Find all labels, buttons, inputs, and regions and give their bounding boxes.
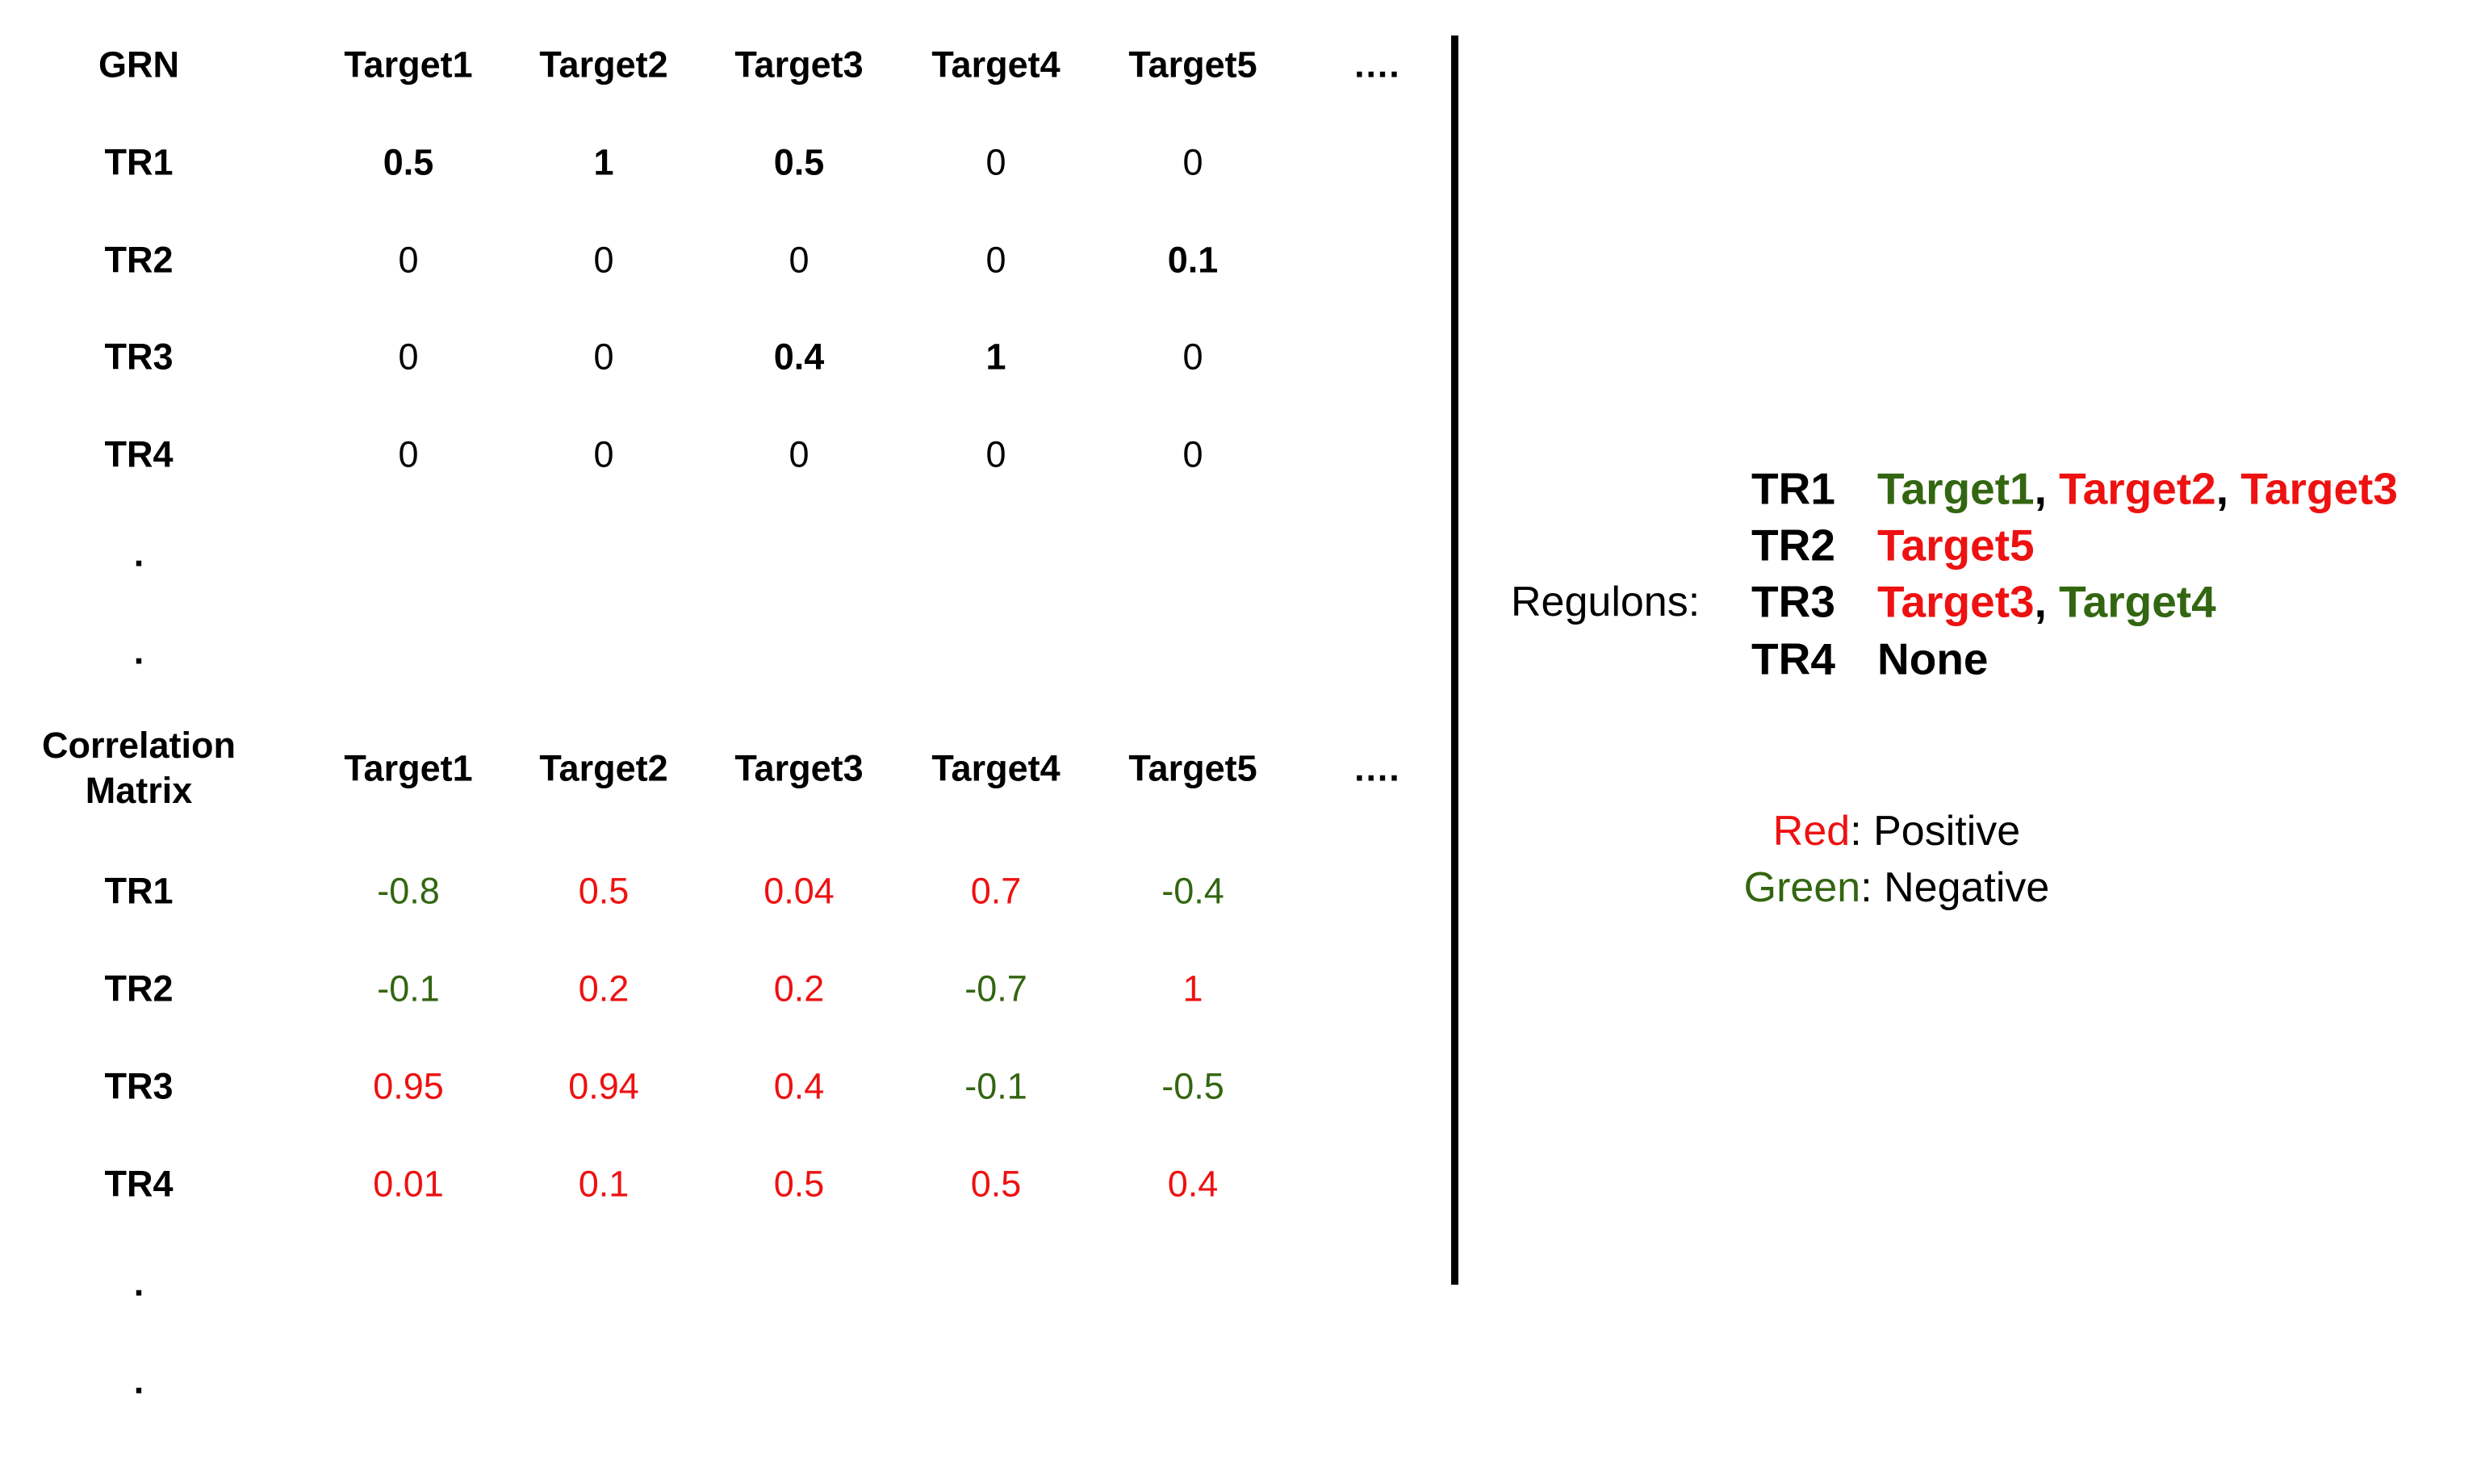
corr-column-header: …. [1353,747,1399,789]
legend-positive-color-word: Red [1772,808,1851,855]
corr-row-label: TR2 [104,968,174,1010]
corr-header-label: Correlation Matrix [41,724,236,811]
grn-cell: 0 [1182,141,1203,183]
legend-negative-color-word: Green [1743,864,1861,911]
grn-cell: 1 [985,336,1006,378]
corr-cell: 0.95 [373,1065,444,1107]
grn-column-header: Target4 [931,44,1061,86]
regulon-tr-label: TR2 [1751,520,1835,571]
corr-column-header: Target3 [734,747,864,789]
regulon-target: Target5 [1877,520,2035,571]
corr-cell: 0.7 [970,870,1022,912]
grn-cell: 0 [593,239,614,281]
grn-cell: 0.5 [773,141,825,183]
regulon-targets: Target5 [1877,523,2035,568]
grn-cell: 0.4 [773,336,825,378]
corr-cell: 0.5 [578,870,630,912]
grn-cell: 0 [593,433,614,475]
grn-row-label: TR1 [104,141,174,183]
grn-column-header: Target1 [344,44,473,86]
grn-row-label: TR3 [104,336,174,378]
regulon-target: Target1 [1877,463,2035,514]
corr-cell: 0.4 [773,1065,825,1107]
regulon-target: Target3 [1877,576,2035,627]
corr-cell: -0.5 [1161,1065,1224,1107]
corr-cell: 0.04 [763,870,835,912]
regulon-targets: None [1877,637,1989,682]
regulon-tr-label: TR1 [1751,463,1835,514]
corr-cell: 0.5 [970,1163,1022,1205]
corr-cell: 0.94 [568,1065,639,1107]
corr-column-header: Target4 [931,747,1061,789]
regulon-tr-label: TR3 [1751,576,1835,627]
grn-cell: 0 [985,141,1006,183]
grn-cell: 0 [593,336,614,378]
corr-cell: 0.2 [578,968,630,1010]
corr-cell: 0.1 [578,1163,630,1205]
corr-cell: -0.1 [964,1065,1027,1107]
regulon-separator: , [2215,463,2241,514]
corr-row-label: TR4 [104,1163,174,1205]
grn-cell: 1 [593,141,614,183]
corr-cell: -0.1 [377,968,440,1010]
regulon-target: Target2 [2059,463,2216,514]
corr-cell: 0.01 [373,1163,444,1205]
regulon-target: None [1877,633,1989,684]
grn-column-header: …. [1353,44,1399,86]
grn-cell: 0 [985,239,1006,281]
corr-row-label: TR1 [104,870,174,912]
grn-cell: 0.5 [383,141,434,183]
legend-positive: Red: Positive [1773,810,2020,852]
legend-negative: Green: Negative [1744,867,2050,909]
corr-cell: 0.2 [773,968,825,1010]
grn-cell: 0 [398,433,419,475]
corr-cell: 0.5 [773,1163,825,1205]
vertical-divider [1451,36,1458,1285]
corr-cell: -0.8 [377,870,440,912]
regulon-targets: Target1, Target2, Target3 [1877,463,2398,514]
grn-cell: 0 [985,433,1006,475]
corr-row-ellipsis: . [133,1360,144,1402]
grn-column-header: Target5 [1128,44,1257,86]
grn-row-label: TR2 [104,239,174,281]
grn-column-header: Target3 [734,44,864,86]
grn-cell: 0.1 [1167,239,1219,281]
grn-cell: 0 [789,239,810,281]
grn-cell: 0 [398,336,419,378]
regulon-target: Target4 [2059,576,2216,627]
regulon-separator: , [2034,463,2060,514]
grn-cell: 0 [789,433,810,475]
corr-column-header: Target1 [344,747,473,789]
corr-column-header: Target5 [1128,747,1257,789]
grn-row-ellipsis: . [133,630,144,672]
grn-row-ellipsis: . [133,533,144,575]
corr-row-label: TR3 [104,1065,174,1107]
regulon-tr-label: TR4 [1751,633,1835,684]
regulon-target: Target3 [2240,463,2398,514]
corr-cell: -0.4 [1161,870,1224,912]
corr-column-header: Target2 [539,747,668,789]
regulon-separator: , [2034,576,2060,627]
grn-header-label: GRN [98,44,179,86]
corr-cell: -0.7 [964,968,1027,1010]
grn-column-header: Target2 [539,44,668,86]
grn-cell: 0 [1182,433,1203,475]
grn-cell: 0 [1182,336,1203,378]
grn-row-label: TR4 [104,433,174,475]
grn-cell: 0 [398,239,419,281]
regulons-label: Regulons: [1511,579,1701,625]
legend-positive-description: : Positive [1850,808,2021,855]
corr-row-ellipsis: . [133,1262,144,1304]
legend-negative-description: : Negative [1860,864,2050,911]
regulon-targets: Target3, Target4 [1877,576,2216,627]
corr-cell: 1 [1182,968,1203,1010]
corr-cell: 0.4 [1167,1163,1219,1205]
